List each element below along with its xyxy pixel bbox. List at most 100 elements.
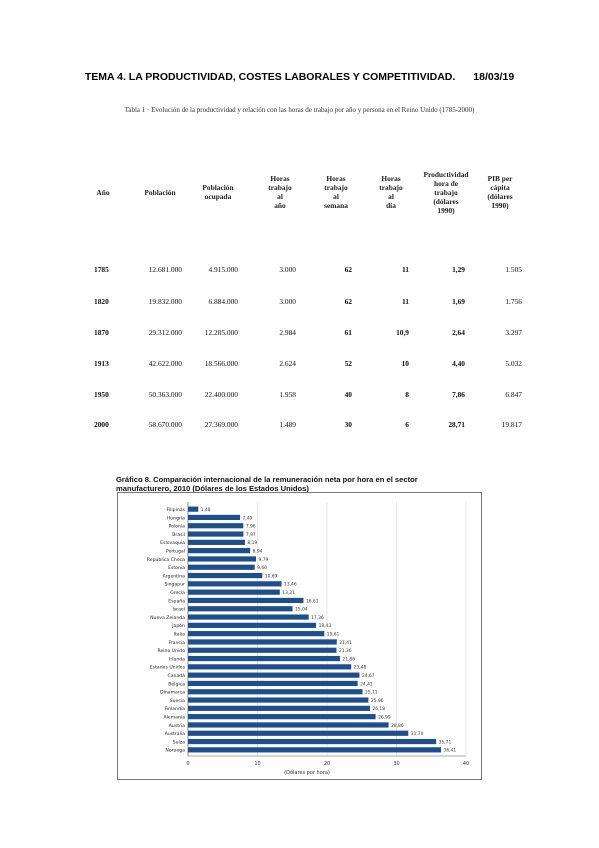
table-header-4: Horas trabajo al semana bbox=[324, 174, 348, 210]
table-cell: 18.566.000 bbox=[204, 359, 238, 368]
bar bbox=[188, 589, 280, 595]
bar bbox=[188, 647, 337, 653]
table-header-2: Población ocupada bbox=[202, 183, 234, 201]
category-label: Polonia bbox=[168, 524, 185, 530]
bar-value-label: 21,86 bbox=[342, 656, 355, 662]
table-cell: 52 bbox=[344, 359, 352, 368]
chart-frame: 0 10 20 30 40 Filipinas 1,48 Hungría 7,49 Polonia… bbox=[117, 492, 482, 780]
category-label: República Checa bbox=[147, 556, 185, 563]
bar bbox=[188, 572, 263, 579]
bar bbox=[188, 705, 370, 711]
bar bbox=[188, 606, 293, 612]
category-label: Alemania bbox=[163, 714, 185, 720]
bar bbox=[188, 514, 241, 521]
category-label: Austria bbox=[169, 723, 185, 729]
category-label: Estados Unidos bbox=[150, 665, 186, 671]
category-label: Finlandia bbox=[164, 706, 185, 712]
bar-value-label: 26,18 bbox=[372, 706, 385, 712]
remuneration-bar-chart: 0 10 20 30 40 Filipinas 1,48 Hungría 7,49 Polonia… bbox=[147, 502, 469, 776]
table-cell: 61 bbox=[344, 328, 352, 337]
table-cell: 6.847 bbox=[505, 390, 522, 399]
document-title: TEMA 4. LA PRODUCTIVIDAD, COSTES LABORAL… bbox=[84, 71, 456, 83]
x-axis-label: (Dólares por hora) bbox=[284, 769, 330, 776]
bar-value-label: 7,97 bbox=[246, 532, 256, 538]
table-cell: 19.817 bbox=[501, 420, 522, 429]
bar bbox=[188, 564, 255, 570]
category-label: Nueva Zelanda bbox=[150, 615, 185, 621]
category-label: Israel bbox=[172, 607, 185, 613]
table-cell: 11 bbox=[402, 265, 409, 274]
table-cell: 3.297 bbox=[505, 328, 522, 337]
bar bbox=[188, 730, 409, 736]
table-cell: 30 bbox=[344, 420, 352, 429]
table-year-cell: 1913 bbox=[94, 359, 109, 368]
bar-value-label: 31,70 bbox=[411, 731, 424, 737]
chart-title-line-1: Gráfico 8. Comparación internacional de … bbox=[116, 475, 418, 484]
bar-value-label: 7,49 bbox=[243, 515, 253, 521]
bar-value-label: 16,61 bbox=[306, 598, 319, 604]
category-label: Reino Unido bbox=[157, 648, 185, 654]
table-cell: 4.915.000 bbox=[208, 265, 238, 274]
bar-value-label: 10,69 bbox=[265, 573, 278, 579]
bar-value-label: 35,71 bbox=[439, 739, 452, 745]
category-label: Eslovaquia bbox=[160, 540, 185, 546]
bar bbox=[188, 747, 442, 753]
bar bbox=[188, 523, 244, 529]
table-cell: 2.984 bbox=[279, 328, 296, 337]
table-cell: 3.000 bbox=[279, 265, 296, 274]
table-cell: 11 bbox=[402, 297, 409, 306]
bar bbox=[188, 680, 358, 687]
table-cell: 62 bbox=[344, 297, 352, 306]
table-cell: 6.884.000 bbox=[208, 297, 238, 306]
chart-title-line-2: manufacturero, 2010 (Dólares de los Esta… bbox=[116, 484, 309, 493]
category-label: Singapur bbox=[164, 582, 185, 588]
bar bbox=[188, 664, 352, 670]
bar bbox=[188, 672, 360, 678]
bar-value-label: 13,21 bbox=[282, 590, 295, 596]
bar-value-label: 23,48 bbox=[354, 665, 367, 671]
category-label: Suiza bbox=[173, 739, 186, 745]
x-tick-label: 40 bbox=[463, 761, 469, 767]
table-cell: 1,29 bbox=[452, 265, 465, 274]
table-cell: 10 bbox=[401, 359, 409, 368]
chart-title: Gráfico 8. Comparación internacional de … bbox=[116, 475, 476, 493]
table-header-7: PIB per cápita (dólares 1990) bbox=[487, 174, 513, 210]
table-cell: 27.369.000 bbox=[204, 420, 238, 429]
bar-value-label: 19,61 bbox=[327, 631, 340, 637]
bar-value-label: 9,79 bbox=[259, 557, 269, 563]
bar-value-label: 25,96 bbox=[371, 698, 384, 704]
bar-value-label: 17,36 bbox=[311, 615, 324, 621]
category-label: Francia bbox=[168, 640, 185, 646]
table-year-cell: 2000 bbox=[94, 420, 109, 429]
table-cell: 19.832.000 bbox=[148, 297, 182, 306]
table-cell: 1.505 bbox=[505, 265, 522, 274]
bar-value-label: 36,41 bbox=[444, 748, 457, 754]
category-label: Portugal bbox=[166, 548, 185, 554]
category-label: España bbox=[168, 598, 185, 604]
category-label: Filipinas bbox=[167, 507, 186, 513]
category-label: Canadá bbox=[168, 672, 186, 679]
bar bbox=[188, 614, 309, 620]
x-tick-label: 30 bbox=[393, 761, 399, 767]
table-cell: 42.622.000 bbox=[148, 359, 182, 368]
table-year-cell: 1950 bbox=[94, 390, 109, 399]
table-cell: 2.624 bbox=[279, 359, 296, 368]
table-year-cell: 1870 bbox=[94, 328, 109, 337]
bar-value-label: 26,99 bbox=[378, 714, 391, 720]
table-header-6: Productividad hora de trabajo (dólares 1… bbox=[423, 169, 469, 215]
category-label: Bélgica bbox=[168, 680, 185, 687]
bar-value-label: 7,96 bbox=[246, 524, 256, 530]
bar bbox=[188, 631, 325, 637]
table-header-0: Año bbox=[96, 187, 110, 197]
table-cell: 1.489 bbox=[279, 420, 296, 429]
table-cell: 22.400.000 bbox=[204, 390, 238, 399]
bar-value-label: 15,04 bbox=[295, 607, 308, 613]
x-tick-label: 0 bbox=[186, 761, 189, 767]
table-cell: 7,86 bbox=[452, 390, 465, 399]
table-header-3: Horas trabajo al año bbox=[268, 174, 292, 210]
category-label: Noruega bbox=[165, 748, 185, 754]
category-label: Suecia bbox=[170, 698, 185, 704]
bar-value-label: 25,11 bbox=[365, 690, 378, 696]
bar-value-label: 21,36 bbox=[339, 648, 352, 654]
bar bbox=[188, 714, 376, 720]
